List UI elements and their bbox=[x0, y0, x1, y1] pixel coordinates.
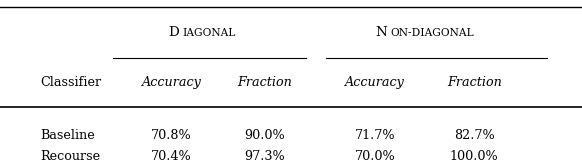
Text: N: N bbox=[375, 26, 386, 39]
Text: 90.0%: 90.0% bbox=[244, 129, 285, 142]
Text: 71.7%: 71.7% bbox=[355, 129, 396, 142]
Text: 70.0%: 70.0% bbox=[355, 150, 396, 163]
Text: 70.8%: 70.8% bbox=[151, 129, 192, 142]
Text: 70.4%: 70.4% bbox=[151, 150, 192, 163]
Text: 100.0%: 100.0% bbox=[450, 150, 499, 163]
Text: Accuracy: Accuracy bbox=[142, 76, 201, 89]
Text: Recourse: Recourse bbox=[41, 150, 101, 163]
Text: Fraction: Fraction bbox=[237, 76, 292, 89]
Text: IAGONAL: IAGONAL bbox=[182, 28, 235, 38]
Text: 82.7%: 82.7% bbox=[454, 129, 495, 142]
Text: Accuracy: Accuracy bbox=[346, 76, 405, 89]
Text: Fraction: Fraction bbox=[447, 76, 502, 89]
Text: ON-DIAGONAL: ON-DIAGONAL bbox=[390, 28, 474, 38]
Text: D: D bbox=[168, 26, 179, 39]
Text: 97.3%: 97.3% bbox=[244, 150, 285, 163]
Text: Classifier: Classifier bbox=[41, 76, 102, 89]
Text: Baseline: Baseline bbox=[41, 129, 95, 142]
